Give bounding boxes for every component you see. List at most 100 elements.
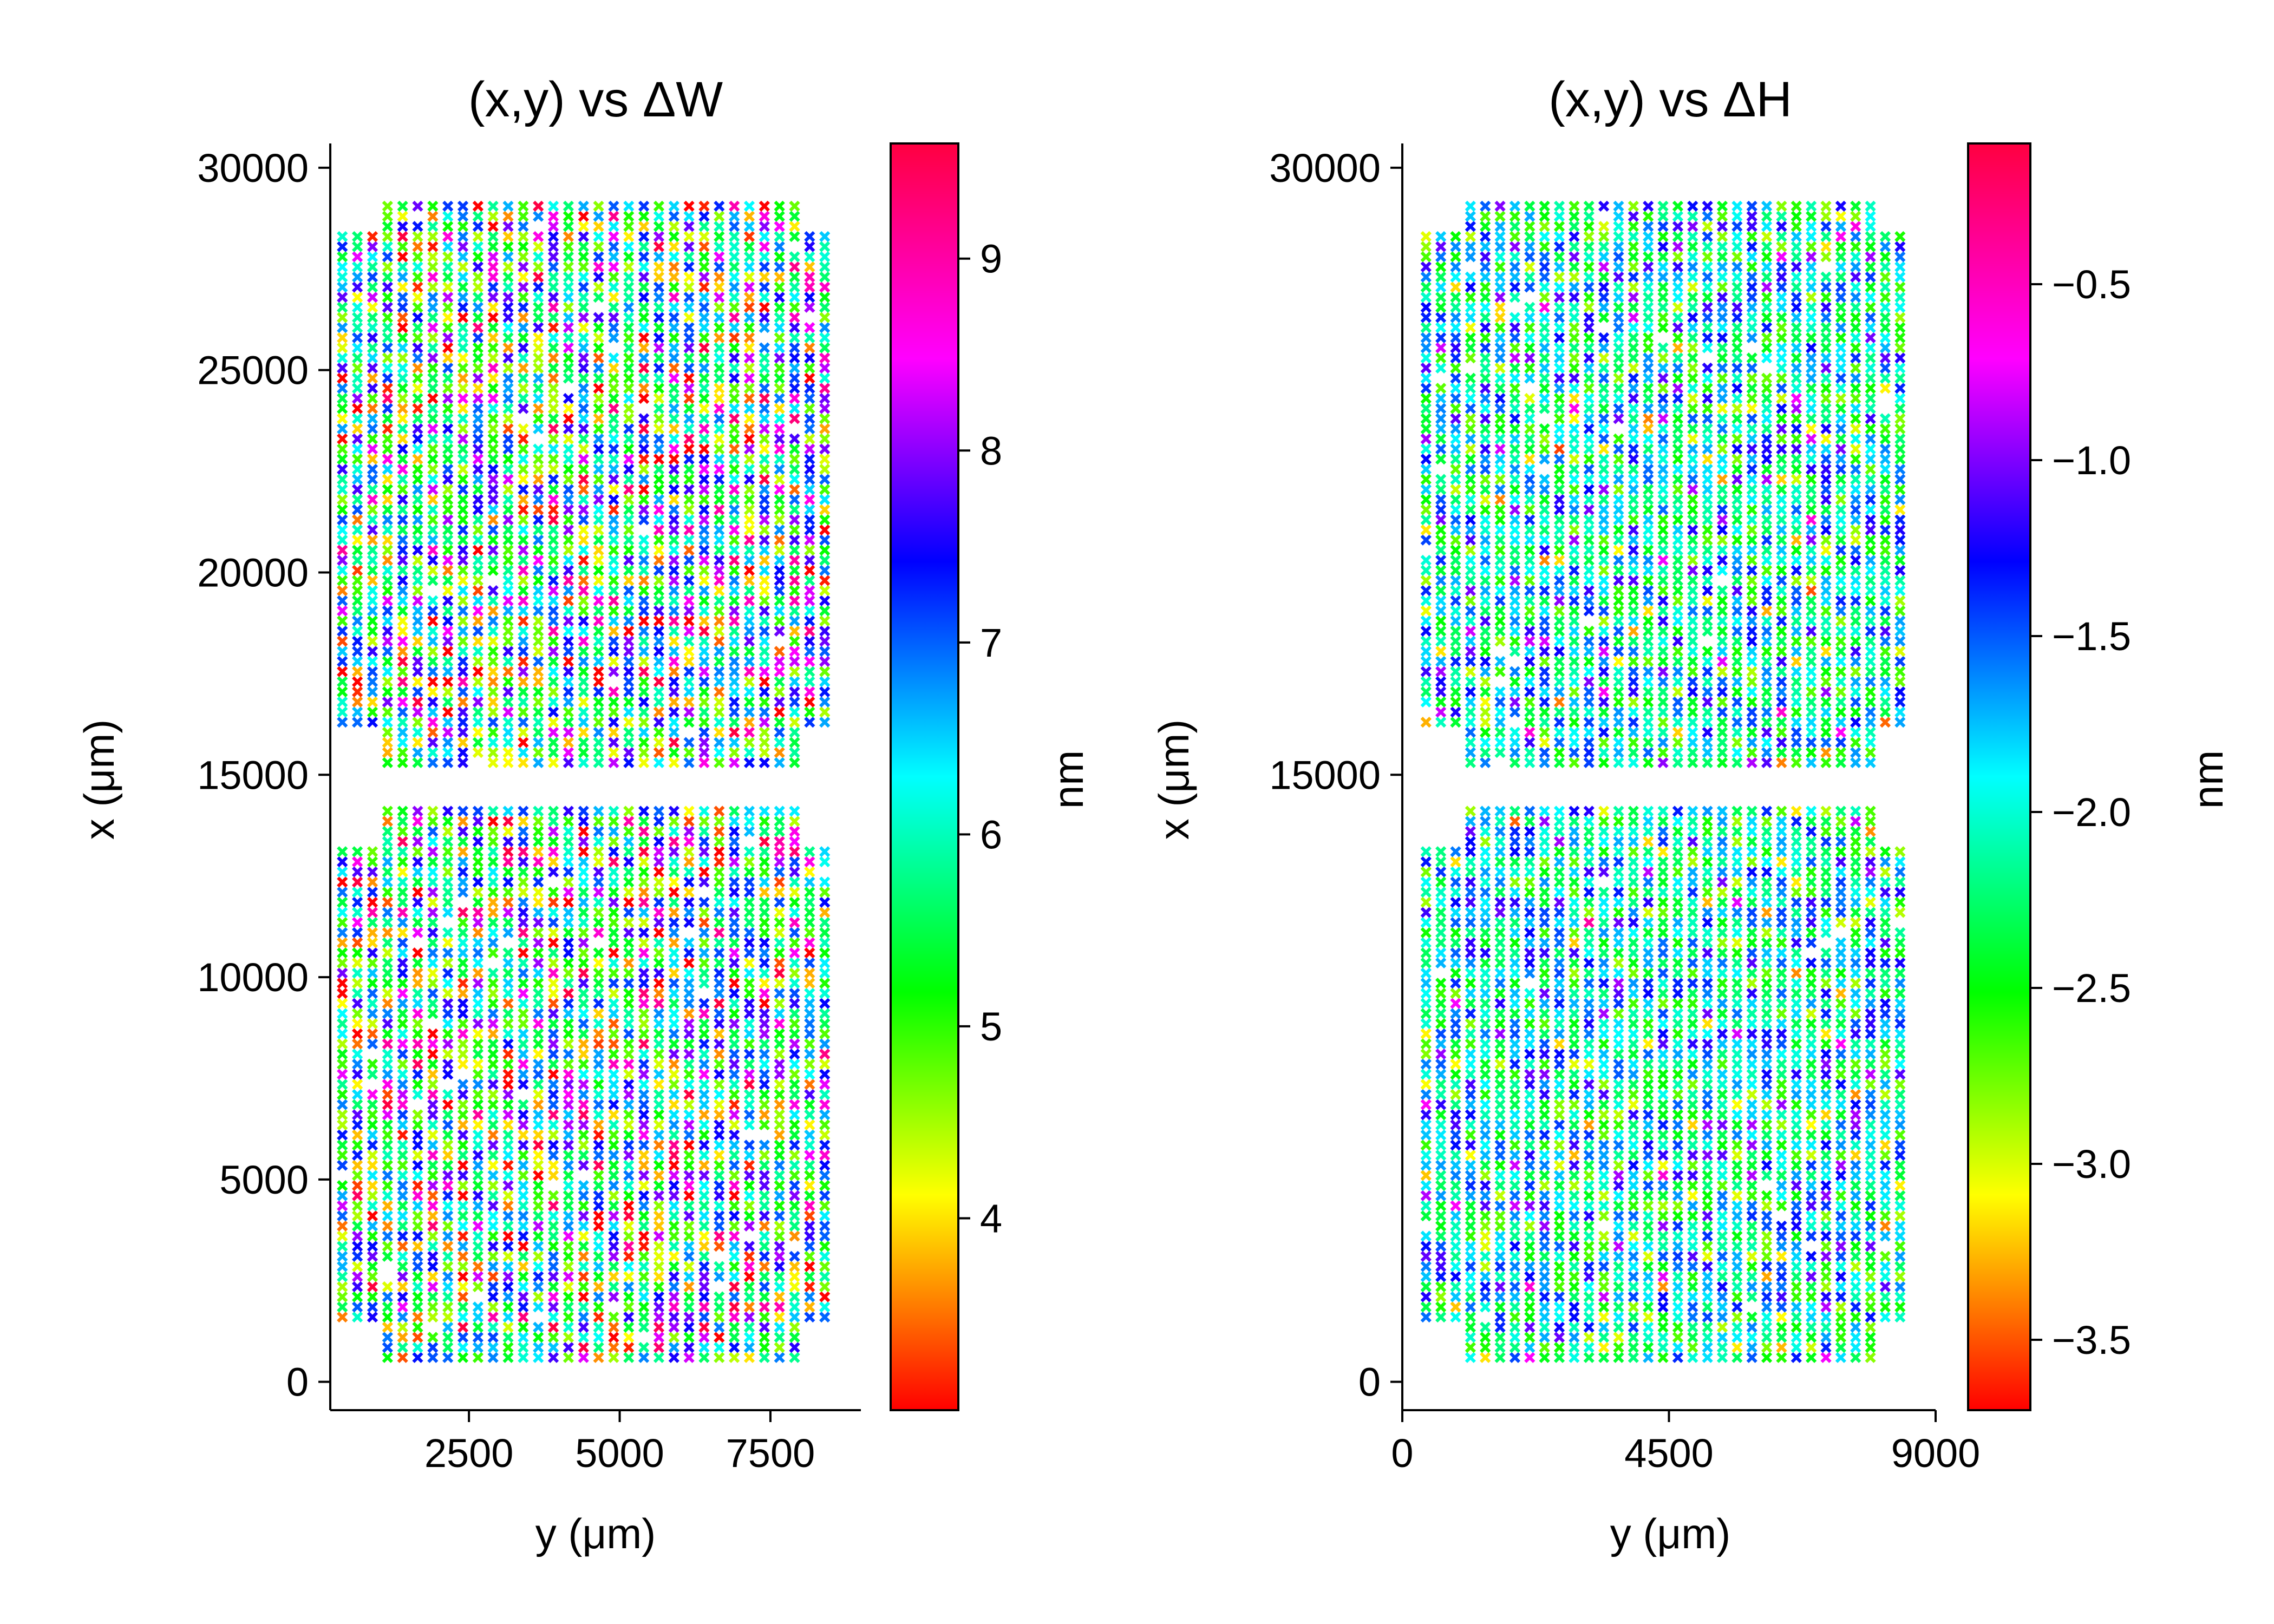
panel-dw-point xyxy=(700,283,708,291)
panel-dw-point xyxy=(730,698,739,706)
panel-dh-point xyxy=(1777,1313,1786,1321)
panel-dh-point xyxy=(1466,1110,1475,1119)
panel-dh-point xyxy=(1614,1151,1623,1160)
panel-dw-point xyxy=(549,807,558,816)
panel-dw-point xyxy=(805,908,814,916)
panel-dw-point xyxy=(775,918,784,927)
panel-dh-point xyxy=(1585,959,1593,967)
panel-dw-point xyxy=(700,1201,708,1210)
panel-dw-point xyxy=(383,959,392,967)
panel-dw-point xyxy=(745,243,754,251)
panel-dw-point xyxy=(685,212,694,221)
panel-dw-point xyxy=(368,1302,377,1311)
panel-dw-point xyxy=(700,323,708,332)
panel-dh-point xyxy=(1599,1282,1608,1291)
panel-dw-point xyxy=(775,1232,784,1241)
panel-dw-point xyxy=(534,243,543,251)
panel-dw-point xyxy=(459,384,467,392)
panel-dw-point xyxy=(519,1019,527,1028)
panel-dw-point xyxy=(805,404,814,413)
panel-dh-point xyxy=(1644,1131,1652,1140)
panel-dw-point xyxy=(670,465,678,474)
panel-dw-point xyxy=(564,263,573,271)
panel-dw-point xyxy=(670,708,678,716)
panel-dw-point xyxy=(443,1252,452,1261)
panel-dh-point xyxy=(1644,1161,1652,1170)
panel-dw-point xyxy=(398,1060,407,1069)
panel-dw-point xyxy=(368,1252,377,1261)
panel-dw-point xyxy=(353,576,362,585)
panel-dw-point xyxy=(745,969,754,978)
panel-dw-point xyxy=(489,556,498,565)
panel-dw-point xyxy=(639,495,648,504)
panel-dw-point xyxy=(670,979,678,987)
panel-dw-point xyxy=(760,374,769,383)
panel-dw-point xyxy=(670,969,678,978)
panel-dh-point xyxy=(1822,1252,1831,1261)
panel-dw-point xyxy=(459,232,467,241)
panel-dw-point xyxy=(504,1232,513,1241)
panel-dw-point xyxy=(730,1232,739,1241)
panel-dw-point xyxy=(639,1121,648,1129)
panel-dw-point xyxy=(639,1171,648,1180)
panel-dw-point xyxy=(338,868,347,876)
panel-dw-point xyxy=(715,1131,723,1140)
panel-dh-point xyxy=(1481,1141,1489,1149)
panel-dh-point xyxy=(1452,939,1460,947)
panel-dw-point xyxy=(745,485,754,494)
panel-dh-point xyxy=(1792,1151,1801,1160)
panel-dh-point xyxy=(1570,1151,1578,1160)
panel-dh-point xyxy=(1436,1282,1445,1291)
panel-dw-point xyxy=(338,566,347,575)
panel-dw-point xyxy=(730,414,739,423)
panel-dw-point xyxy=(820,878,829,886)
panel-dh-point xyxy=(1481,1151,1489,1160)
panel-dw-point xyxy=(594,1039,603,1048)
panel-dw-point xyxy=(383,939,392,947)
panel-dw-point xyxy=(655,878,663,886)
panel-dh-point xyxy=(1837,1101,1845,1109)
panel-dw-point xyxy=(730,232,739,241)
panel-dw-colorbar xyxy=(891,143,958,1410)
panel-dw-point xyxy=(775,1293,784,1301)
panel-dw-point xyxy=(730,837,739,846)
panel-dh-point xyxy=(1466,1293,1475,1301)
panel-dw-point xyxy=(805,1101,814,1109)
panel-dh-point xyxy=(1866,1232,1875,1241)
panel-dw-point xyxy=(564,1282,573,1291)
panel-dw-point xyxy=(443,1171,452,1180)
panel-dh-point xyxy=(1614,1232,1623,1241)
panel-dh-point xyxy=(1555,1313,1564,1321)
panel-dw-point xyxy=(474,1110,482,1119)
panel-dw-point xyxy=(443,1019,452,1028)
panel-dw-point xyxy=(715,404,723,413)
panel-dw-point xyxy=(413,444,422,453)
panel-dw-point xyxy=(353,1222,362,1230)
panel-dw-point xyxy=(489,1141,498,1149)
panel-dw-point xyxy=(655,1201,663,1210)
panel-dw-point xyxy=(428,566,437,575)
panel-dh-point xyxy=(1540,1080,1549,1089)
panel-dw-point xyxy=(775,232,784,241)
panel-dw-point xyxy=(639,1353,648,1362)
panel-dh-point xyxy=(1837,1110,1845,1119)
panel-dw-point xyxy=(790,708,799,716)
panel-dw-point xyxy=(383,424,392,433)
panel-dw-point xyxy=(459,1009,467,1018)
panel-dh-point xyxy=(1570,918,1578,927)
panel-dw-point xyxy=(655,414,663,423)
panel-dw-point xyxy=(715,1151,723,1160)
panel-dw-point xyxy=(805,928,814,937)
panel-dw-point xyxy=(564,698,573,706)
panel-dh-point xyxy=(1851,1060,1860,1069)
panel-dw-point xyxy=(489,667,498,676)
panel-dw-point xyxy=(428,394,437,403)
panel-dh-point xyxy=(1674,1212,1682,1220)
panel-dw-point xyxy=(790,597,799,605)
panel-dw-point xyxy=(368,1171,377,1180)
panel-dw-point xyxy=(579,1242,588,1250)
panel-dw-point xyxy=(760,1019,769,1028)
panel-dw-point xyxy=(655,506,663,514)
panel-dh-point xyxy=(1422,1080,1430,1089)
panel-dh-point xyxy=(1481,1242,1489,1250)
